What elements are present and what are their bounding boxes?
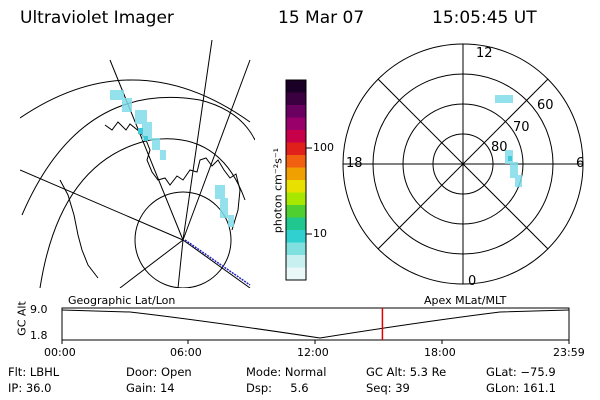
colorbar-tick-label-10: 10 — [313, 227, 327, 240]
timeline-x-tick: 23:59 — [553, 346, 585, 359]
mode-info: Mode: Normal — [246, 365, 327, 379]
colorbar-swatch — [286, 267, 306, 281]
ip-info: IP: 36.0 — [8, 381, 52, 395]
map-meridian — [182, 40, 213, 241]
timeline-x-tick: 12:00 — [297, 346, 329, 359]
map-aurora-core — [138, 128, 148, 141]
seq-info: Seq: 39 — [366, 381, 410, 395]
map-meridian — [20, 169, 184, 241]
time-label: 15:05:45 UT — [432, 8, 537, 28]
timeline-altitude-curve — [61, 309, 570, 339]
timeline-y-tick-top: 9.0 — [30, 303, 48, 316]
colorbar-swatch — [286, 230, 306, 243]
map-meridian — [182, 59, 251, 241]
colorbar-swatch — [286, 205, 306, 218]
polar-diagonal — [377, 78, 549, 250]
lat-label-60: 60 — [537, 98, 554, 113]
door-info: Door: Open — [126, 365, 192, 379]
filter-info: Flt: LBHL — [8, 365, 60, 379]
colorbar-swatch — [286, 155, 306, 168]
timeline-x-tick: 18:00 — [424, 346, 456, 359]
colorbar-swatch — [286, 217, 306, 231]
date-label: 15 Mar 07 — [278, 8, 365, 28]
dsp-info: Dsp: 5.6 — [246, 381, 309, 395]
map-lat-arc — [21, 96, 255, 216]
instrument-title: Ultraviolet Imager — [20, 8, 174, 28]
mlt-label-0: 0 — [468, 274, 477, 289]
mlt-label-6: 6 — [576, 156, 585, 171]
colorbar-tick-label-100: 100 — [313, 141, 334, 154]
map-meridian — [119, 239, 184, 288]
timeline-y-axis-label: GC Alt — [15, 301, 29, 336]
colorbar-swatch — [286, 255, 306, 268]
lat-label-70: 70 — [513, 120, 530, 135]
timeline-x-tick: 00:00 — [44, 346, 76, 359]
mlt-label-12: 12 — [476, 46, 493, 61]
timeline-y-tick-bottom: 1.8 — [30, 329, 48, 342]
gain-info: Gain: 14 — [126, 381, 175, 395]
lat-label-80: 80 — [491, 140, 508, 155]
map-aurora-emission — [110, 90, 234, 227]
colorbar-swatch — [286, 167, 306, 181]
colorbar-swatch — [286, 130, 306, 143]
colorbar-swatch — [286, 80, 306, 93]
colorbar-swatch — [286, 242, 306, 256]
timeline-x-tick: 06:00 — [170, 346, 202, 359]
gc-alt-info: GC Alt: 5.3 Re — [366, 365, 447, 379]
colorbar-swatch — [286, 192, 306, 206]
glat-info: GLat: −75.9 — [486, 365, 556, 379]
colorbar-swatch — [286, 142, 306, 156]
polar-aurora-core — [508, 156, 512, 161]
geographic-panel-label: Geographic Lat/Lon — [68, 294, 176, 307]
colorbar-swatch — [286, 180, 306, 193]
map-coastline — [59, 179, 99, 279]
colorbar-swatch — [286, 105, 306, 118]
map-lat-arc — [39, 138, 246, 288]
mlt-label-18: 18 — [346, 156, 363, 171]
apex-panel-label: Apex MLat/MLT — [424, 294, 507, 307]
colorbar-swatch — [286, 92, 306, 106]
map-lat-arc — [20, 79, 251, 123]
map-meridian — [177, 239, 184, 288]
map-coastline — [104, 121, 241, 231]
colorbar-swatch — [286, 117, 306, 131]
map-lat-circle — [134, 191, 232, 288]
map-meridian — [182, 239, 251, 288]
glon-info: GLon: 161.1 — [486, 381, 556, 395]
map-satellite-track — [184, 239, 251, 286]
